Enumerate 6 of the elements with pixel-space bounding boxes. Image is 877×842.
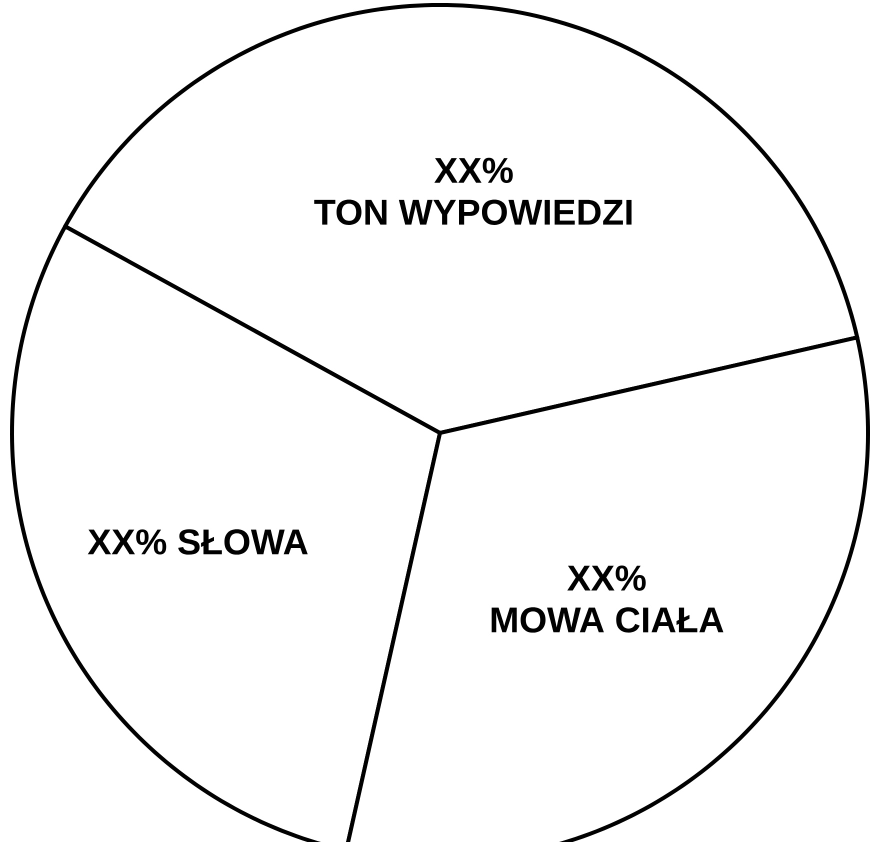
data-label: XX% — [88, 529, 166, 555]
data-label: XX% — [567, 566, 646, 591]
data-label: XX% — [434, 158, 513, 184]
slice-label: SŁOWA — [178, 529, 308, 555]
slice-label: TON WYPOWIEDZI — [314, 200, 632, 225]
slice-label: MOWA CIAŁA — [492, 607, 724, 633]
